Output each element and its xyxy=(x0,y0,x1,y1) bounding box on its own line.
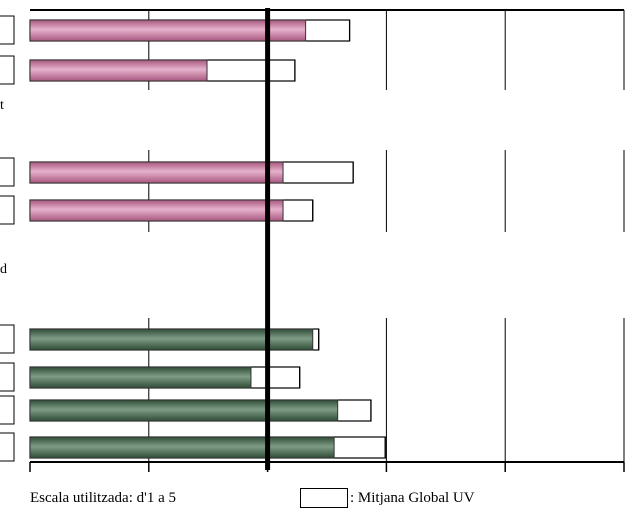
row-label-box xyxy=(0,55,15,85)
group-label-t: t xyxy=(0,98,4,113)
value-bar xyxy=(29,59,208,82)
value-bar xyxy=(29,436,335,459)
value-bar xyxy=(29,199,284,222)
group-label-d: d xyxy=(0,262,7,277)
value-bar xyxy=(29,399,339,422)
row-label-box xyxy=(0,15,15,45)
value-bar xyxy=(29,161,284,184)
value-bar xyxy=(29,19,307,42)
scale-note: Escala utilitzada: d'1 a 5 xyxy=(30,490,176,506)
row-label-box xyxy=(0,362,15,392)
row-label-box xyxy=(0,395,15,425)
legend-label: : Mitjana Global UV xyxy=(350,490,475,506)
row-label-box xyxy=(0,195,15,225)
row-label-box xyxy=(0,324,15,354)
value-bar xyxy=(29,328,314,351)
legend-swatch xyxy=(300,488,348,508)
value-bar xyxy=(29,366,252,389)
row-label-box xyxy=(0,157,15,187)
row-label-box xyxy=(0,432,15,462)
